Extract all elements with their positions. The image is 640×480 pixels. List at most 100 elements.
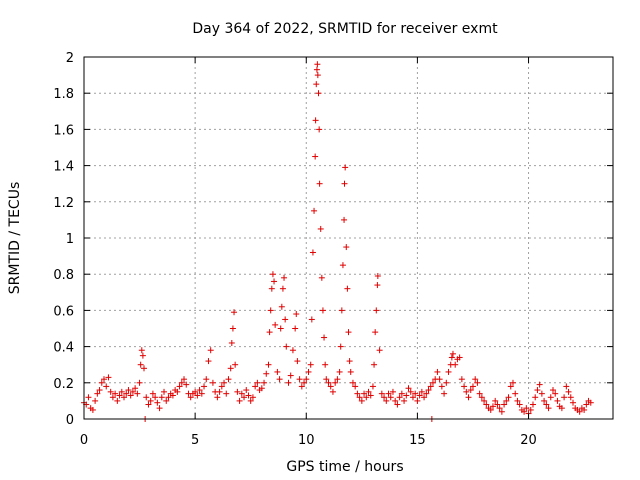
data-point	[489, 403, 496, 410]
data-point	[516, 401, 523, 408]
data-point	[352, 383, 359, 390]
data-point	[205, 358, 212, 365]
data-point	[561, 394, 568, 401]
data-point	[549, 387, 556, 394]
data-point	[476, 390, 483, 397]
data-point	[346, 358, 353, 365]
data-point	[114, 397, 121, 404]
data-point	[274, 368, 281, 375]
data-point	[341, 180, 348, 187]
data-point	[116, 392, 123, 399]
data-point	[339, 262, 346, 269]
data-point	[112, 390, 119, 397]
data-point	[345, 329, 352, 336]
data-point	[338, 307, 345, 314]
data-point	[565, 388, 572, 395]
y-tick-label: 0.2	[53, 377, 74, 392]
data-point	[278, 303, 285, 310]
data-point	[547, 394, 554, 401]
data-point	[354, 390, 361, 397]
y-axis-tick-labels: 0 0.2 0.4 0.6 0.8 1 1.2 1.4 1.6 1.8 2	[53, 51, 74, 428]
data-point	[383, 397, 390, 404]
data-point	[347, 368, 354, 375]
data-point	[169, 392, 176, 399]
data-point	[496, 405, 503, 412]
data-point	[258, 385, 265, 392]
axis-ticks	[83, 56, 613, 420]
data-point	[263, 370, 270, 377]
data-point	[458, 376, 465, 383]
y-tick-label: 0.8	[53, 268, 74, 283]
data-point	[129, 388, 136, 395]
data-point	[277, 325, 284, 332]
data-point	[176, 383, 183, 390]
data-point	[392, 397, 399, 404]
data-point	[147, 397, 154, 404]
data-point	[322, 361, 329, 368]
data-point	[265, 361, 272, 368]
data-point	[152, 394, 159, 401]
data-point	[298, 383, 305, 390]
data-point	[532, 394, 539, 401]
data-point	[567, 394, 574, 401]
data-point	[314, 61, 321, 68]
data-point	[509, 379, 516, 386]
data-point	[356, 394, 363, 401]
data-point	[545, 405, 552, 412]
data-point	[337, 343, 344, 350]
data-point	[563, 383, 570, 390]
data-point	[536, 381, 543, 388]
data-point	[429, 379, 436, 386]
data-point	[361, 390, 368, 397]
x-tick-label: 10	[298, 433, 315, 448]
data-points	[81, 61, 594, 422]
x-tick-label: 0	[80, 433, 88, 448]
data-point	[139, 352, 146, 359]
data-point	[316, 126, 323, 133]
data-point	[227, 365, 234, 372]
plot-frame	[83, 56, 614, 420]
gridlines	[84, 57, 613, 419]
data-point	[552, 390, 559, 397]
data-point	[141, 365, 148, 372]
data-point	[427, 383, 434, 390]
data-point	[94, 390, 101, 397]
data-point	[294, 358, 301, 365]
data-point	[418, 388, 425, 395]
data-point	[469, 383, 476, 390]
data-point	[494, 401, 501, 408]
data-point	[487, 406, 494, 413]
data-point	[293, 311, 300, 318]
data-point	[312, 117, 319, 124]
data-point	[465, 394, 472, 401]
data-point	[121, 394, 128, 401]
data-point	[374, 273, 381, 280]
data-point	[312, 153, 319, 160]
data-point	[143, 394, 150, 401]
data-point	[349, 379, 356, 386]
data-point	[243, 387, 250, 394]
data-point	[503, 397, 510, 404]
data-point	[132, 385, 139, 392]
data-point	[221, 379, 228, 386]
data-point	[207, 347, 214, 354]
data-point	[387, 394, 394, 401]
x-tick-label: 15	[409, 433, 426, 448]
data-point	[405, 385, 412, 392]
y-tick-label: 0	[66, 413, 74, 428]
data-point	[85, 394, 92, 401]
data-point	[317, 225, 324, 232]
data-point	[461, 383, 468, 390]
data-point	[174, 388, 181, 395]
data-point	[187, 394, 194, 401]
data-point	[245, 392, 252, 399]
data-point	[292, 325, 299, 332]
data-point	[307, 361, 314, 368]
data-point	[507, 383, 514, 390]
data-point	[332, 379, 339, 386]
data-point	[232, 361, 239, 368]
data-point	[163, 397, 170, 404]
data-point	[125, 387, 132, 394]
data-point	[512, 390, 519, 397]
data-point	[103, 383, 110, 390]
